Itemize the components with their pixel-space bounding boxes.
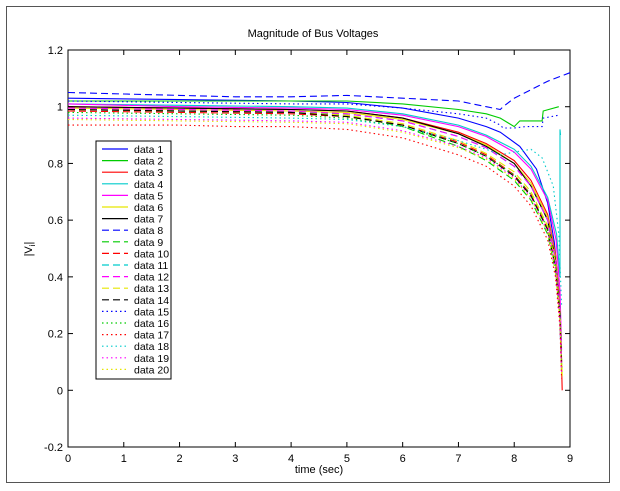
- x-tick-label: 2: [176, 453, 182, 465]
- y-tick-label: 0.8: [48, 158, 63, 170]
- series-line-data-2: [68, 100, 559, 128]
- legend-label: data 1: [134, 144, 163, 156]
- y-tick-label: 0.6: [48, 215, 63, 227]
- x-tick-label: 1: [121, 453, 127, 465]
- legend-label: data 12: [134, 272, 169, 284]
- y-axis-label-subscript: i: [28, 244, 37, 246]
- legend-label: data 9: [134, 237, 163, 249]
- legend-label: data 14: [134, 295, 169, 307]
- legend-label: data 16: [134, 318, 169, 330]
- series-line-data-5: [67, 103, 563, 351]
- x-tick-label: 7: [455, 453, 461, 465]
- bus-voltage-chart: Magnitude of Bus Voltages 0 1 2 3 4 5 6 7 8 9 -0.…: [23, 28, 573, 476]
- series-line-data-4: [67, 103, 562, 277]
- legend-box: [95, 140, 172, 380]
- y-axis-label: |Vi|: [23, 242, 37, 257]
- series-line-data-7: [67, 106, 563, 362]
- x-tick-label: 4: [288, 453, 294, 465]
- chart-title: Magnitude of Bus Voltages: [248, 28, 379, 40]
- legend-label: data 6: [134, 202, 163, 214]
- series-line-data-12: [67, 107, 563, 362]
- legend-label: data 8: [134, 225, 163, 237]
- legend-label: data 3: [134, 167, 163, 179]
- y-tick-label: 1.2: [48, 45, 63, 57]
- x-tick-label: 3: [232, 453, 238, 465]
- legend-label: data 10: [134, 248, 169, 260]
- legend-label: data 7: [134, 214, 163, 226]
- x-tick-label: 0: [65, 453, 71, 465]
- y-tick-label: 0.4: [48, 272, 63, 284]
- series-line-data-19: [67, 117, 563, 374]
- legend-label: data 18: [134, 341, 169, 353]
- legend-label: data 11: [134, 260, 168, 272]
- y-axis-label-main: |V: [23, 246, 35, 257]
- x-tick-label: 8: [511, 453, 517, 465]
- legend-label: data 4: [134, 179, 163, 191]
- series-line-data-10: [67, 110, 563, 374]
- legend-label: data 13: [134, 283, 169, 295]
- series-line-data-16: [67, 111, 563, 371]
- x-tick-label: 6: [400, 453, 406, 465]
- legend-label: data 2: [134, 156, 163, 168]
- y-tick-label: -0.2: [44, 442, 63, 454]
- y-tick-label: 0.2: [48, 329, 63, 341]
- y-tick-label: 0: [57, 385, 63, 397]
- series-lines: [67, 72, 571, 391]
- y-tick-label: 1: [57, 102, 63, 114]
- x-tick-label: 9: [567, 453, 573, 465]
- legend-label: data 17: [134, 330, 169, 342]
- legend-label: data 15: [134, 306, 169, 318]
- x-tick-label: 5: [344, 453, 350, 465]
- y-axis-label-close: |: [23, 242, 35, 245]
- y-axis-ticks: -0.2 0 0.2 0.4 0.6 0.8 1 1.2: [44, 45, 570, 454]
- series-line-data-20: [67, 118, 563, 377]
- x-axis-ticks: 0 1 2 3 4 5 6 7 8 9: [65, 50, 573, 465]
- legend-label: data 5: [134, 190, 163, 202]
- figure-frame: Magnitude of Bus Voltages 0 1 2 3 4 5 6 7 8 9 -0.…: [6, 6, 610, 483]
- x-axis-label: time (sec): [295, 464, 343, 476]
- legend-label: data 20: [134, 364, 169, 376]
- legend-label: data 19: [134, 353, 169, 365]
